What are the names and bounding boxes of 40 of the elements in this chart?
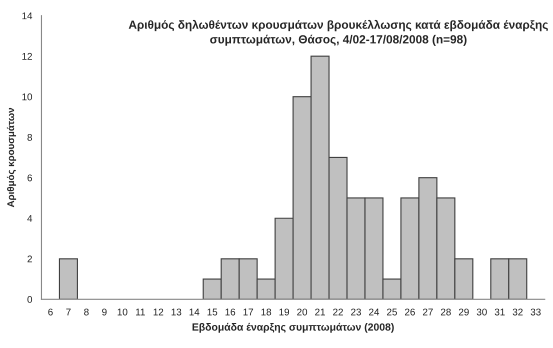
x-tick-label: 14 [190,308,200,316]
x-tick-label: 30 [476,308,487,316]
x-tick-label: 25 [387,308,397,316]
x-tick-label: 33 [530,308,541,316]
y-tick-label: 2 [28,255,32,262]
x-tick-label: 11 [136,308,145,316]
y-tick-label: 4 [27,215,32,222]
x-tick-label: 21 [315,308,325,316]
x-tick-label: 6 [48,308,53,316]
y-tick-label: 6 [28,174,32,182]
x-tick-label: 13 [172,308,182,316]
x-tick-label: 9 [102,308,107,316]
x-tick-label: 31 [494,308,505,316]
x-tick-label: 17 [243,308,254,316]
y-tick-label: 14 [22,12,32,20]
x-tick-label: 7 [66,308,71,316]
x-tick-label: 29 [458,308,469,316]
x-tick-label: 23 [351,308,361,316]
y-tick-label: 12 [22,52,32,60]
x-tick-label: 27 [422,308,433,316]
x-tick-label: 18 [261,308,272,316]
x-tick-label: 8 [84,308,89,316]
x-tick-label: 28 [440,308,451,316]
x-tick-label: 26 [404,308,415,316]
x-tick-label: 22 [333,308,343,316]
x-tick-label: 16 [226,308,236,316]
text: Αριθμός δηλωθέντων κρουσμάτων βρουκέλλωσης κατά εβδομάδα έναρξης συμπτωμάτων, Θάσος, 4/02-17/08/2008 (n=98) [128,20,548,46]
y-tick-label: 10 [22,93,32,100]
x-tick-label: 20 [297,308,308,316]
x-axis-title: Εβδομάδα έναρξης συμπτωμάτων (2008) [192,322,394,333]
y-tick-label: 0 [27,296,32,303]
x-tick-label: 15 [208,308,218,316]
x-tick-label: 10 [118,308,128,316]
x-tick-label: 19 [279,308,290,316]
x-tick-label: 12 [154,308,164,316]
bar [58,258,78,300]
x-tick-label: 24 [369,308,380,316]
x-tick-label: 32 [512,308,523,316]
y-axis-title: Αριθμός κρουσμάτων [6,108,16,208]
y-tick-label: 8 [27,134,32,141]
